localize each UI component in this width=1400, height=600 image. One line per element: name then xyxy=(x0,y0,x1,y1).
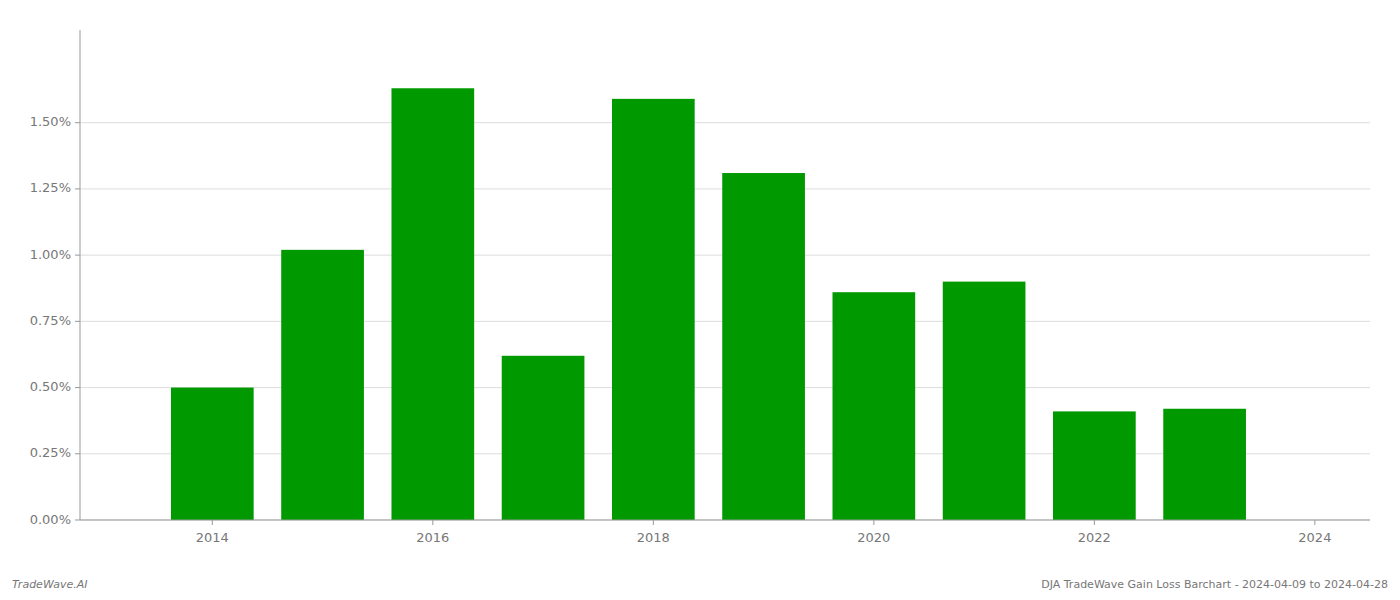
bar xyxy=(943,282,1026,520)
y-tick-label: 0.75% xyxy=(30,313,71,328)
bar xyxy=(1053,411,1136,520)
x-tick xyxy=(1094,520,1095,525)
grid-line xyxy=(80,122,1370,123)
y-tick-label: 1.00% xyxy=(30,247,71,262)
x-axis: 2014 2016 2018 2020 2022 2024 xyxy=(80,520,1370,545)
y-tick xyxy=(75,321,80,322)
y-tick-label: 1.50% xyxy=(30,114,71,129)
x-axis-line xyxy=(80,520,1370,521)
y-tick xyxy=(75,188,80,189)
bar xyxy=(502,356,585,520)
chart: 0.00%0.25%0.50%0.75%1.00%1.25%1.50%20142… xyxy=(0,0,1400,600)
x-tick xyxy=(653,520,654,525)
x-tick-label: 2020 xyxy=(857,530,890,545)
x-tick xyxy=(212,520,213,525)
footer-left: TradeWave.AI xyxy=(12,578,87,591)
x-tick xyxy=(1314,520,1315,525)
x-tick-label: 2016 xyxy=(416,530,449,545)
y-tick xyxy=(75,453,80,454)
y-tick-label: 0.50% xyxy=(30,379,71,394)
y-tick-label: 0.25% xyxy=(30,445,71,460)
bar xyxy=(612,99,695,520)
x-tick xyxy=(432,520,433,525)
bar xyxy=(722,173,805,520)
bar xyxy=(391,88,474,520)
x-tick xyxy=(873,520,874,525)
y-tick-label: 1.25% xyxy=(30,180,71,195)
grid xyxy=(80,123,1370,520)
x-tick-label: 2024 xyxy=(1298,530,1331,545)
y-axis-line xyxy=(80,30,81,520)
bar xyxy=(281,250,364,520)
bar xyxy=(1163,409,1246,520)
y-tick xyxy=(75,255,80,256)
x-tick-label: 2018 xyxy=(637,530,670,545)
footer-right: DJA TradeWave Gain Loss Barchart - 2024-… xyxy=(1041,578,1388,591)
bar xyxy=(171,388,254,520)
y-axis: 0.00% 0.25% 0.50% 0.75% 1.00% 1.25% 1.50% xyxy=(30,30,80,527)
x-tick-label: 2014 xyxy=(196,530,229,545)
bar xyxy=(833,292,916,520)
y-tick xyxy=(75,122,80,123)
y-tick xyxy=(75,520,80,521)
grid-line xyxy=(80,520,1370,521)
y-tick xyxy=(75,387,80,388)
x-tick-label: 2022 xyxy=(1078,530,1111,545)
y-tick-label: 0.00% xyxy=(30,512,71,527)
bars xyxy=(171,88,1246,520)
